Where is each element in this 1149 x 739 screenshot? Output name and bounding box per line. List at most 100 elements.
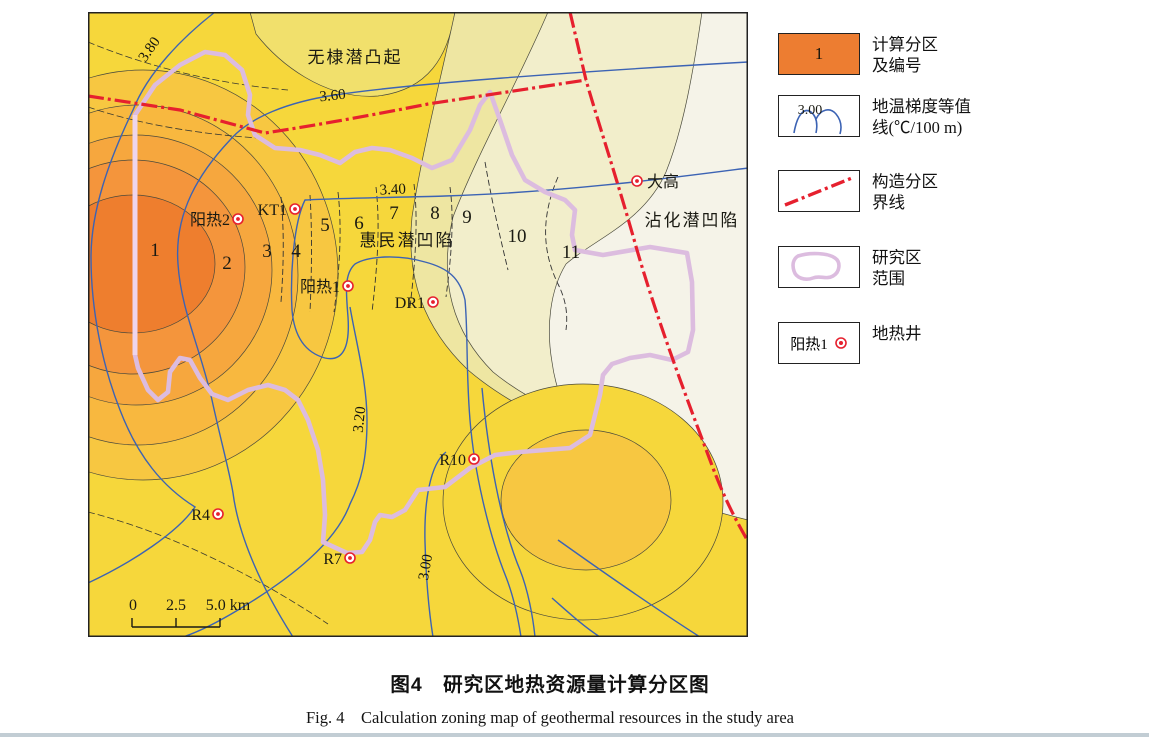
well-r4: R4	[191, 507, 224, 524]
wells: 阳热2 KT1 阳热1 DR1	[190, 173, 679, 568]
map-layers: 3.80 3.60 3.40 3.20 3.00 无棣潜凸起 惠民潜凹陷 沾化潜…	[88, 12, 748, 637]
legend-well-sample: 阳热1	[790, 333, 848, 354]
zone-number: 7	[389, 203, 399, 224]
band-edge-line	[88, 41, 289, 91]
zone-dividers	[280, 161, 568, 331]
legend-label-line: 研究区	[872, 248, 922, 267]
zone-number: 8	[430, 203, 440, 224]
contour-label: 3.60	[319, 87, 347, 106]
figure-caption-en: Fig. 4 Calculation zoning map of geother…	[306, 708, 794, 727]
legend-label-line: 地热井	[872, 324, 922, 343]
page-bottom-rule	[0, 733, 1149, 737]
zone-number: 4	[291, 241, 301, 262]
legend-label-line: 范围	[872, 268, 905, 288]
legend-zone-number: 1	[814, 44, 824, 63]
figure-caption-zh: 图4 研究区地热资源量计算分区图	[390, 674, 710, 696]
contour-label: 3.40	[379, 181, 406, 198]
zone-numbers: 1 2 3 4 5 6 7 8 9 10 11	[150, 203, 580, 274]
legend-well-name: 阳热1	[790, 336, 828, 353]
legend-contour-label: 地温梯度等值 线(℃/100 m)	[872, 95, 971, 138]
legend-label-line: 地温梯度等值	[872, 97, 971, 116]
well-dr1: DR1	[395, 295, 439, 312]
legend-item-fault: 构造分区 界线	[778, 170, 938, 213]
legend-study-area-label: 研究区 范围	[872, 246, 922, 289]
contour-swatch-icon: 3.00	[793, 103, 842, 135]
well-marker-dot	[635, 179, 639, 183]
legend-item-zone: 1 计算分区 及编号	[778, 33, 938, 76]
legend-label-line: 界线	[872, 192, 905, 212]
scale-bar-line	[131, 618, 221, 628]
fault-swatch-icon	[784, 176, 853, 207]
legend-contour-swatch: 3.00	[778, 95, 860, 137]
band-edge-line	[88, 511, 329, 625]
map-svg: 3.80 3.60 3.40 3.20 3.00 无棣潜凸起 惠民潜凹陷 沾化潜…	[88, 12, 748, 637]
contour-3-80	[88, 12, 216, 584]
zone-number: 1	[150, 240, 160, 261]
contour-3-60	[176, 61, 748, 637]
band-light-top	[238, 12, 456, 97]
study-area-swatch-icon	[791, 251, 841, 281]
well-marker-dot	[472, 457, 476, 461]
zone-number: 11	[562, 242, 580, 263]
legend-label-line: 线(℃/100 m)	[872, 117, 963, 137]
well-label: DR1	[395, 295, 425, 312]
well-marker-dot	[431, 300, 435, 304]
well-label: 阳热2	[190, 211, 230, 229]
well-label: R7	[323, 551, 342, 568]
well-label: KT1	[258, 202, 287, 219]
well-marker-dot	[348, 556, 352, 560]
well-label: R4	[191, 507, 210, 524]
region-label-wudi: 无棣潜凸起	[308, 48, 403, 67]
legend-label-line: 计算分区	[872, 35, 938, 54]
region-label-zhanhua: 沾化潜凹陷	[645, 211, 740, 230]
zone-number: 5	[320, 215, 330, 236]
well-label: R10	[439, 452, 466, 469]
legend-zone-label: 计算分区 及编号	[872, 33, 938, 76]
contour-unlabeled	[551, 597, 601, 637]
geothermal-zoning-map: 3.80 3.60 3.40 3.20 3.00 无棣潜凸起 惠民潜凹陷 沾化潜…	[88, 12, 748, 637]
contour-label: 3.20	[351, 406, 370, 434]
study-area-boundary	[132, 49, 696, 556]
region-label-huimin: 惠民潜凹陷	[360, 231, 455, 250]
contour-3-20	[182, 306, 368, 637]
well-yangre1: 阳热1	[300, 278, 354, 296]
legend-well-swatch: 阳热1	[778, 322, 860, 364]
scale-label-0: 0	[129, 597, 137, 614]
zone-number: 2	[222, 253, 232, 274]
contour-3-40	[290, 167, 748, 637]
legend-well-label: 地热井	[872, 322, 922, 345]
well-marker-dot	[236, 217, 240, 221]
well-marker-icon	[834, 337, 847, 349]
well-marker-dot	[216, 512, 220, 516]
well-kt1: KT1	[258, 202, 301, 219]
legend-label-line: 及编号	[872, 55, 922, 75]
map-border	[88, 12, 748, 637]
contour-3-00	[424, 451, 447, 637]
scale-bar: 0 2.5 5.0 km	[129, 597, 251, 628]
band-ring-gold-se	[500, 429, 672, 571]
well-dagao: 大高	[631, 173, 679, 191]
well-label: 阳热1	[300, 278, 340, 296]
scale-label-5-0: 5.0 km	[206, 597, 251, 614]
legend-contour-value: 3.00	[798, 103, 823, 118]
scale-label-2-5: 2.5	[166, 597, 186, 614]
legend-fault-label: 构造分区 界线	[872, 170, 938, 213]
legend-zone-swatch: 1	[778, 33, 860, 75]
zone-number: 3	[262, 241, 272, 262]
contour-unlabeled	[557, 539, 701, 637]
well-r10: R10	[439, 452, 480, 469]
band-edge-line	[88, 106, 259, 139]
legend-item-well: 阳热1 地热井	[778, 322, 922, 364]
legend-item-contour: 3.00 地温梯度等值 线(℃/100 m)	[778, 95, 971, 138]
legend-study-area-swatch	[778, 246, 860, 288]
temperature-contours	[88, 12, 748, 637]
contour-unlabeled	[481, 387, 536, 637]
zone-number: 10	[508, 226, 527, 247]
well-yangre2: 阳热2	[190, 211, 244, 229]
legend-label-line: 构造分区	[872, 172, 938, 191]
contour-label: 3.00	[416, 553, 436, 582]
well-label: 大高	[647, 173, 679, 191]
zone-number: 6	[354, 213, 364, 234]
well-marker-dot	[346, 284, 350, 288]
